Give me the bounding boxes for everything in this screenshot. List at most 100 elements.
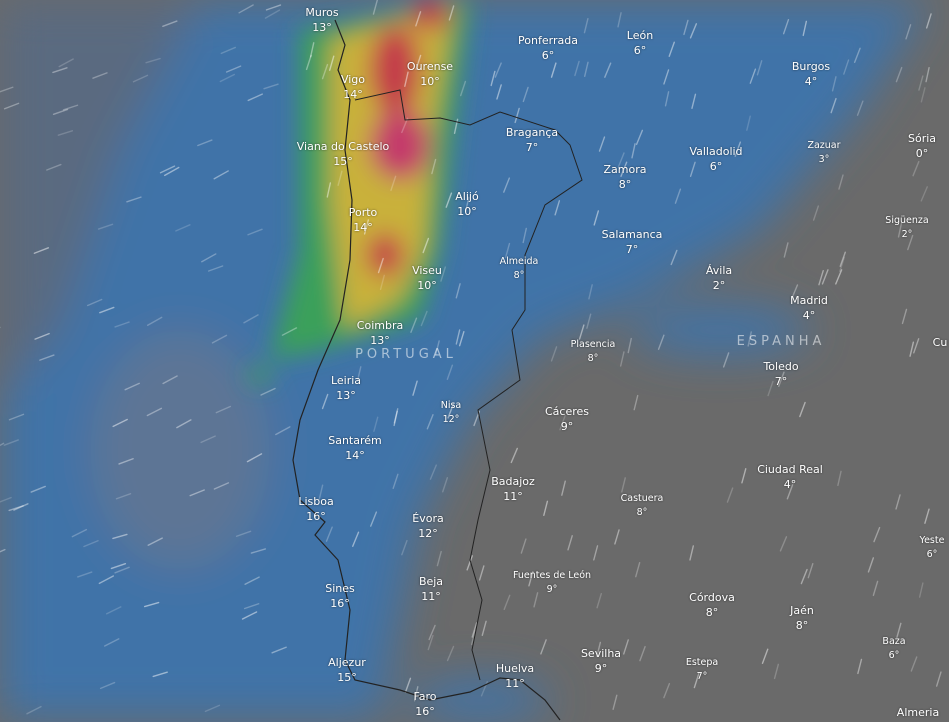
city-label[interactable]: Faro 16°: [413, 689, 436, 719]
city-label[interactable]: Plasencia 8°: [571, 338, 616, 366]
wind-streak: [925, 66, 930, 83]
wind-streak: [522, 227, 527, 244]
city-label[interactable]: Zamora 8°: [604, 162, 647, 192]
wind-streak: [124, 382, 140, 391]
wind-streak: [243, 314, 259, 324]
city-label[interactable]: Alijó 10°: [455, 189, 478, 219]
city-label[interactable]: Estepa 7°: [686, 656, 718, 684]
wind-streak: [734, 141, 741, 157]
city-label[interactable]: Badajoz 11°: [491, 474, 535, 504]
city-name: Faro: [413, 690, 437, 703]
city-label[interactable]: Sigüenza 2°: [885, 214, 928, 242]
wind-streak: [404, 677, 412, 694]
city-temperature: 6°: [633, 44, 647, 57]
wind-streak: [466, 555, 473, 571]
wind-streak: [352, 531, 360, 547]
wind-streak: [197, 139, 213, 147]
city-label[interactable]: Córdova 8°: [689, 590, 735, 620]
city-label[interactable]: Ourense 10°: [407, 59, 453, 89]
city-name: Vigo: [340, 73, 366, 86]
city-label[interactable]: Castuera 8°: [621, 492, 664, 520]
wind-streak: [250, 548, 267, 554]
wind-streak: [490, 70, 496, 87]
city-label[interactable]: León 6°: [627, 28, 653, 58]
wind-streak: [464, 196, 470, 213]
wind-streak: [588, 284, 593, 300]
city-label[interactable]: Viseu 10°: [412, 263, 442, 293]
wind-streak: [263, 83, 279, 90]
city-label[interactable]: Burgos 4°: [792, 59, 830, 89]
wind-streak: [34, 332, 50, 340]
city-temperature: 9°: [546, 584, 558, 595]
wind-streak: [821, 269, 829, 285]
city-label[interactable]: Ávila 2°: [706, 263, 732, 293]
wind-streak: [901, 308, 908, 325]
city-label[interactable]: Lisboa 16°: [298, 494, 333, 524]
wind-streak: [584, 61, 589, 78]
city-label[interactable]: Bragança 7°: [506, 125, 558, 155]
city-label[interactable]: Viana do Castelo 15°: [297, 139, 390, 169]
wind-streak: [895, 66, 903, 83]
wind-streak: [8, 505, 24, 512]
city-name: Muros: [305, 6, 339, 19]
city-label[interactable]: Zazuar 3°: [807, 139, 840, 167]
city-name: Aljezur: [328, 656, 366, 669]
wind-streak: [617, 12, 622, 28]
city-label[interactable]: Ponferrada 6°: [518, 33, 578, 63]
city-label[interactable]: Coimbra 13°: [357, 318, 403, 348]
city-label[interactable]: Santarém 14°: [328, 433, 382, 463]
wind-streak: [207, 265, 224, 272]
wind-streak: [559, 415, 566, 431]
city-label[interactable]: Cu: [933, 335, 948, 350]
wind-streak: [920, 87, 926, 103]
wind-streak: [401, 539, 408, 556]
city-temperature: 10°: [457, 205, 477, 218]
city-label[interactable]: Leiria 13°: [331, 373, 361, 403]
city-label[interactable]: Muros 13°: [305, 5, 338, 35]
wind-streak: [3, 102, 20, 110]
wind-streak: [856, 100, 864, 116]
city-label[interactable]: Ciudad Real 4°: [757, 462, 823, 492]
wind-streak: [52, 108, 69, 116]
city-label[interactable]: Almeida 8°: [500, 255, 539, 283]
wind-streak: [215, 405, 232, 414]
city-temperature: 0°: [915, 147, 929, 160]
wind-overlay: [0, 0, 930, 722]
city-label[interactable]: Valladolid 6°: [689, 144, 742, 174]
wind-streak: [481, 620, 487, 637]
city-label[interactable]: Sines 16°: [325, 581, 355, 611]
city-name: Coimbra: [356, 319, 404, 332]
city-label[interactable]: Aljezur 15°: [328, 655, 366, 685]
wind-streak: [0, 86, 14, 93]
city-label[interactable]: Porto 14°: [349, 205, 378, 235]
city-name: Évora: [412, 512, 444, 525]
city-label[interactable]: Beja 11°: [419, 574, 443, 604]
city-label[interactable]: Sória 0°: [908, 131, 936, 161]
city-name: Sines: [325, 582, 355, 595]
city-label[interactable]: Huelva 11°: [496, 661, 534, 691]
wind-streak: [325, 526, 333, 542]
city-label[interactable]: Toledo 7°: [763, 359, 798, 389]
city-label[interactable]: Évora 12°: [412, 511, 443, 541]
city-label[interactable]: Salamanca 7°: [602, 227, 663, 257]
wind-streak: [159, 165, 176, 174]
city-label[interactable]: Vigo 14°: [341, 72, 365, 102]
city-label[interactable]: Jaén 8°: [790, 603, 814, 633]
city-label[interactable]: Baza 6°: [882, 635, 905, 663]
city-label[interactable]: Sevilha 9°: [581, 646, 621, 676]
city-label[interactable]: Yeste 6°: [920, 534, 945, 562]
city-label[interactable]: Cáceres 9°: [545, 404, 589, 434]
city-label[interactable]: Fuentes de León 9°: [513, 569, 591, 597]
city-label[interactable]: Madrid 4°: [790, 293, 828, 323]
city-label[interactable]: Nisa 12°: [441, 399, 462, 427]
wind-streak: [58, 58, 74, 68]
wind-streak: [244, 576, 260, 586]
wind-streak: [442, 477, 449, 493]
city-name: Sevilha: [580, 647, 622, 660]
city-label[interactable]: Almeria: [897, 705, 939, 720]
city-temperature: 9°: [560, 420, 574, 433]
wind-streak: [504, 242, 511, 259]
city-temperature: 4°: [802, 309, 816, 322]
